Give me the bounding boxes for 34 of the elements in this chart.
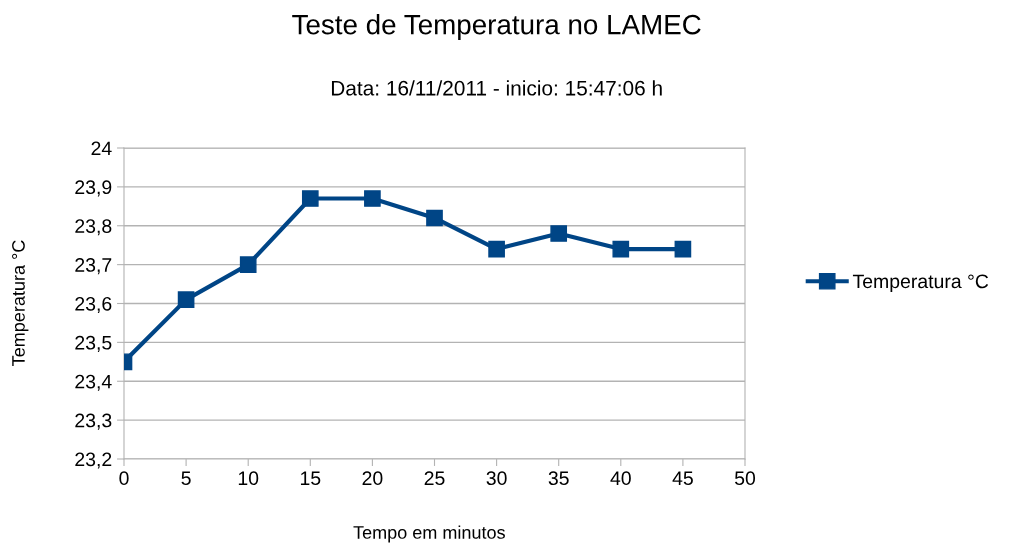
- chart-title: Teste de Temperatura no LAMEC: [292, 14, 701, 40]
- point: [301, 190, 319, 207]
- point: [426, 209, 443, 227]
- x-tick-label: 0: [119, 471, 129, 486]
- y-axis-title: Temperatura °C: [12, 240, 29, 366]
- y-tick-label: 23,2: [75, 452, 112, 469]
- y-tick-label: 24: [91, 141, 112, 156]
- y-tick-label: 23,9: [75, 180, 112, 197]
- x-tick-label: 5: [181, 471, 191, 486]
- x-tick-label: 50: [734, 471, 756, 486]
- x-tick-label: 40: [610, 471, 631, 486]
- x-tick-label: 10: [238, 471, 259, 486]
- point: [364, 190, 381, 207]
- y-tick-label: 23,6: [75, 296, 112, 314]
- y-tick-label: 23,5: [75, 335, 112, 352]
- x-tick-label: 35: [548, 471, 569, 486]
- x-tick-label: 45: [672, 471, 693, 486]
- point: [612, 240, 630, 258]
- point: [550, 225, 568, 242]
- y-tick-label: 23,3: [75, 413, 112, 430]
- point: [177, 291, 195, 308]
- x-tick-label: 15: [300, 471, 321, 486]
- point: [488, 240, 505, 258]
- chart-subtitle: Data: 16/11/2011 - inicio: 15:47:06 h: [331, 80, 662, 96]
- y-tick-label: 23,8: [75, 219, 112, 236]
- point: [674, 240, 692, 258]
- x-tick-label: 20: [362, 471, 383, 486]
- point: [239, 256, 257, 273]
- y-tick-label: 23,7: [75, 258, 112, 275]
- x-axis-title: Tempo em minutos: [353, 525, 505, 543]
- legend-label: Temperatura °C: [852, 274, 989, 293]
- x-tick-label: 30: [486, 471, 507, 486]
- x-tick-label: 25: [424, 471, 445, 486]
- y-tick-label: 23,4: [75, 374, 112, 391]
